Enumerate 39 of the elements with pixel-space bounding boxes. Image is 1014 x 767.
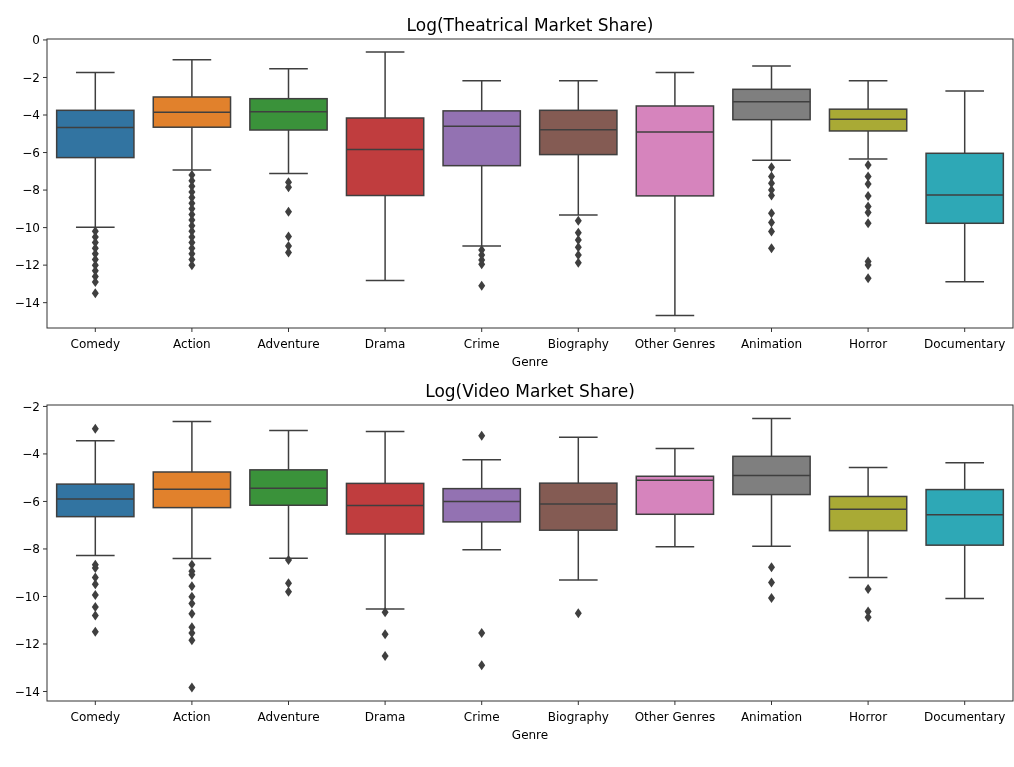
x-tick-label: Biography bbox=[547, 337, 609, 351]
x-tick-label: Horror bbox=[849, 337, 888, 351]
y-tick-label: −14 bbox=[14, 295, 40, 310]
x-axis-title: Genre bbox=[511, 728, 549, 742]
y-tick-label: −2 bbox=[22, 70, 40, 85]
x-axis-title: Genre bbox=[511, 355, 549, 369]
x-tick-label: Horror bbox=[849, 710, 888, 724]
x-tick-label: Other Genres bbox=[634, 710, 716, 724]
x-tick-label: Animation bbox=[740, 337, 803, 351]
x-tick-label: Action bbox=[173, 710, 211, 724]
x-tick-label: Crime bbox=[463, 337, 500, 351]
y-tick-label: −12 bbox=[14, 258, 40, 273]
y-tick-label: −4 bbox=[22, 447, 40, 462]
x-tick-label: Adventure bbox=[257, 337, 320, 351]
x-tick-label: Drama bbox=[364, 710, 406, 724]
y-tick-label: −4 bbox=[22, 108, 40, 123]
y-tick-label: −12 bbox=[14, 637, 40, 652]
x-tick-label: Adventure bbox=[257, 710, 320, 724]
x-tick-label: Biography bbox=[547, 710, 609, 724]
x-tick-label: Other Genres bbox=[634, 337, 716, 351]
chart-title: Log(Theatrical Market Share) bbox=[406, 15, 654, 35]
y-tick-label: −10 bbox=[14, 589, 40, 604]
x-tick-label: Crime bbox=[463, 710, 500, 724]
y-tick-label: −6 bbox=[22, 494, 40, 509]
x-tick-label: Drama bbox=[364, 337, 406, 351]
x-tick-label: Animation bbox=[740, 710, 803, 724]
chart-title: Log(Video Market Share) bbox=[425, 381, 635, 401]
y-tick-label: 0 bbox=[32, 33, 40, 48]
y-tick-label: −6 bbox=[22, 145, 40, 160]
y-tick-label: −2 bbox=[22, 399, 40, 414]
y-tick-label: −8 bbox=[22, 183, 40, 198]
x-tick-label: Comedy bbox=[70, 710, 121, 724]
y-tick-label: −8 bbox=[22, 542, 40, 557]
x-tick-label: Documentary bbox=[923, 710, 1006, 724]
y-tick-label: −10 bbox=[14, 220, 40, 235]
x-tick-label: Comedy bbox=[70, 337, 121, 351]
y-tick-label: −14 bbox=[14, 684, 40, 699]
x-tick-label: Action bbox=[173, 337, 211, 351]
x-tick-label: Documentary bbox=[923, 337, 1006, 351]
